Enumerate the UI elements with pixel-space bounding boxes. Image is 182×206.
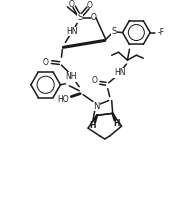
Text: -F: -F <box>158 28 165 37</box>
Text: HN: HN <box>114 68 125 77</box>
Text: N: N <box>93 102 99 111</box>
Text: H: H <box>90 121 96 130</box>
Text: O: O <box>68 0 74 9</box>
Text: O: O <box>87 1 93 11</box>
Text: HN: HN <box>67 27 78 36</box>
Text: NH: NH <box>66 72 77 81</box>
Text: O: O <box>91 13 97 22</box>
Text: H: H <box>113 119 120 128</box>
Text: O: O <box>92 76 98 85</box>
Text: S: S <box>111 27 116 36</box>
Text: HO: HO <box>58 95 69 104</box>
Text: O: O <box>43 58 49 67</box>
Text: S: S <box>78 13 83 22</box>
